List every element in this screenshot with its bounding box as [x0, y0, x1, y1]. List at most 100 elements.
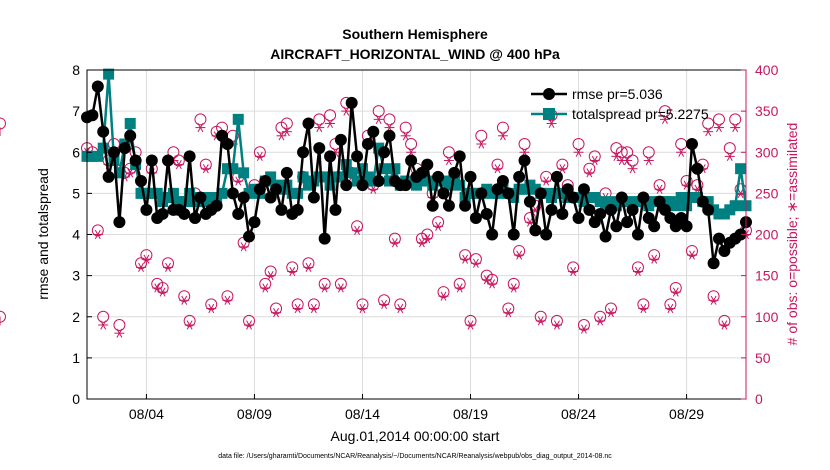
possible-point	[318, 277, 331, 290]
rmse-point	[529, 224, 542, 237]
possible-point	[518, 138, 531, 151]
totalspread-point	[184, 187, 196, 199]
possible-point	[167, 146, 180, 159]
possible-point	[459, 249, 472, 262]
rmse-point	[518, 154, 531, 167]
possible-point	[113, 318, 126, 331]
possible-point	[399, 121, 412, 134]
assimilated-point	[514, 250, 525, 260]
rmse-point	[540, 228, 553, 241]
rmse-point	[469, 212, 482, 225]
assimilated-point	[114, 328, 125, 338]
x-tick-label: 08/29	[669, 406, 704, 422]
assimilated-point	[195, 122, 206, 133]
assimilated-point	[659, 114, 670, 124]
possible-point	[702, 117, 715, 130]
rmse-point	[297, 146, 310, 159]
rmse-point	[210, 199, 223, 212]
totalspread-point	[227, 163, 239, 175]
y-left-tick-label: 0	[72, 391, 80, 407]
assimilated-point	[254, 151, 265, 161]
assimilated-point	[271, 308, 282, 318]
assimilated-point	[476, 139, 487, 149]
assimilated-point	[708, 295, 719, 305]
right-axis: 0 50 100 150 200 250 300 350 400	[741, 62, 779, 407]
assimilated-point	[622, 155, 633, 166]
possible-point	[286, 261, 299, 274]
rmse-point	[280, 166, 293, 179]
x-axis: 08/04 08/09 08/14 08/19 08/24 08/29	[129, 394, 704, 422]
rmse-point	[502, 187, 515, 200]
assimilated-point	[676, 147, 687, 157]
totalspread-point	[292, 187, 304, 199]
rmse-point	[302, 117, 315, 130]
possible-point	[356, 298, 369, 311]
assimilated-point	[352, 225, 363, 235]
assimilated-point	[379, 299, 390, 310]
rmse-point	[113, 216, 126, 229]
rmse-point	[108, 146, 121, 159]
possible-point	[712, 113, 725, 126]
possible-point	[469, 253, 482, 266]
rmse-point	[102, 170, 115, 183]
y-left-tick-label: 4	[72, 227, 80, 243]
possible-point	[291, 298, 304, 311]
assimilated-point	[643, 155, 654, 166]
assimilated-point	[308, 303, 319, 314]
y-right-tick-label: 400	[755, 62, 779, 78]
possible-point	[394, 298, 407, 311]
possible-point	[718, 314, 731, 327]
totalspread-point	[216, 187, 228, 199]
rmse-point	[248, 216, 261, 229]
assimilated-point	[578, 324, 589, 334]
assimilated-point	[173, 159, 184, 170]
assimilated-point	[179, 295, 190, 305]
assimilated-point	[573, 147, 584, 157]
x-tick-label: 08/09	[237, 406, 272, 422]
rmse-point	[118, 142, 131, 155]
possible-point	[432, 216, 445, 229]
assimilated-point	[314, 122, 325, 133]
rmse-point	[432, 170, 445, 183]
rmse-point	[189, 212, 202, 225]
assimilated-point	[503, 308, 514, 318]
rmse-point	[459, 199, 472, 212]
y-right-tick-label: 50	[755, 350, 771, 366]
rmse-point	[378, 146, 391, 159]
possible-point	[669, 281, 682, 294]
assimilated-point	[92, 229, 103, 240]
rmse-point	[313, 142, 326, 155]
possible-point	[183, 314, 196, 327]
assimilated-point	[627, 164, 638, 174]
assimilated-point	[568, 266, 579, 277]
rmse-point	[351, 150, 364, 163]
possible-point	[567, 261, 580, 274]
possible-point	[523, 212, 536, 225]
rmse-point	[334, 133, 347, 146]
assimilated-point	[535, 316, 546, 326]
totalspread-point	[508, 191, 520, 203]
rmse-point	[178, 207, 191, 220]
assimilated-point	[98, 320, 109, 330]
rmse-point	[583, 203, 596, 216]
assimilated-point	[605, 308, 616, 318]
possible-point	[572, 138, 585, 151]
rmse-point	[631, 228, 644, 241]
legend-spread-marker	[543, 108, 555, 120]
rmse-point	[480, 207, 493, 220]
possible-point	[194, 113, 207, 126]
assimilated-point	[157, 287, 168, 297]
y-right-tick-label: 0	[755, 391, 763, 407]
possible-point	[324, 109, 337, 122]
assimilated-point	[325, 118, 336, 129]
footnote: data file: /Users/gharamti/Documents/NCA…	[218, 453, 612, 460]
legend-rmse-label: rmse pr=5.036	[572, 86, 663, 102]
y-left-tick-label: 8	[72, 62, 80, 78]
possible-point	[0, 117, 6, 130]
assimilated-point	[460, 254, 471, 264]
rmse-point	[270, 183, 283, 196]
assimilated-point	[724, 151, 735, 161]
possible-point	[140, 249, 153, 262]
possible-point	[253, 146, 266, 159]
possible-point	[280, 117, 293, 130]
